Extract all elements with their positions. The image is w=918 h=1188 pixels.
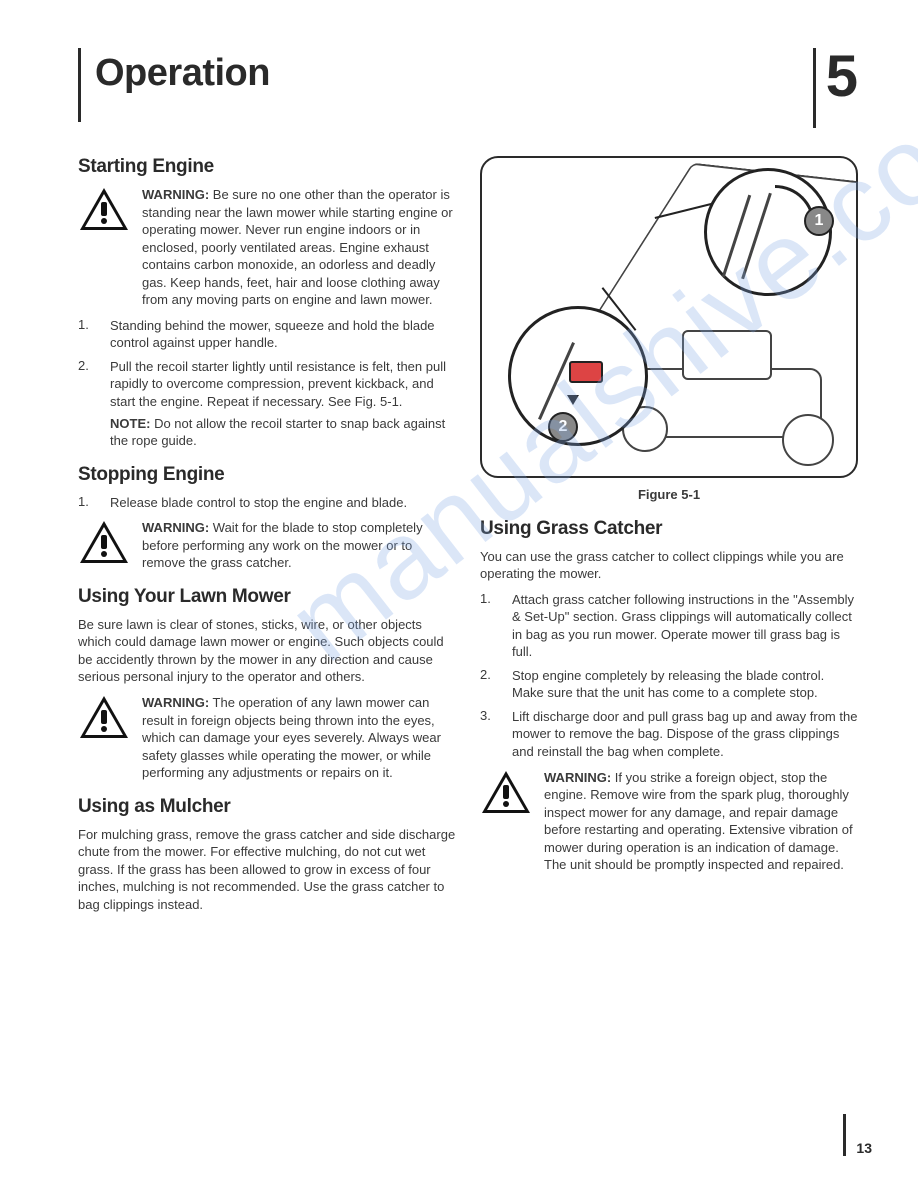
heading-using-mower: Using Your Lawn Mower bbox=[78, 586, 456, 608]
callout-circle-2 bbox=[508, 306, 648, 446]
right-column: 1 2 Figure 5-1 Using Grass Catcher You c… bbox=[480, 156, 858, 922]
warning-icon bbox=[480, 769, 532, 815]
body-grass-catcher: You can use the grass catcher to collect… bbox=[480, 548, 858, 583]
mower-wheel-sketch bbox=[782, 414, 834, 466]
page-number-rule bbox=[843, 1114, 846, 1156]
body-mulcher: For mulching grass, remove the grass cat… bbox=[78, 826, 456, 914]
list-item: Stop engine completely by releasing the … bbox=[480, 667, 858, 702]
callout-number-1: 1 bbox=[804, 206, 834, 236]
heading-mulcher: Using as Mulcher bbox=[78, 796, 456, 818]
warning-icon bbox=[78, 519, 130, 565]
header-rule-left bbox=[78, 48, 81, 122]
step-text: Release blade control to stop the engine… bbox=[110, 494, 407, 512]
note: NOTE: Do not allow the recoil starter to… bbox=[110, 415, 456, 450]
heading-grass-catcher: Using Grass Catcher bbox=[480, 518, 858, 540]
header-rule-right bbox=[813, 48, 816, 128]
warning-label: WARNING: bbox=[142, 187, 209, 202]
step-text: Pull the recoil starter lightly until re… bbox=[110, 358, 456, 411]
note-body: Do not allow the recoil starter to snap … bbox=[110, 416, 445, 449]
detail-key bbox=[569, 361, 603, 383]
mower-engine-sketch bbox=[682, 330, 772, 380]
list-item: Standing behind the mower, squeeze and h… bbox=[78, 317, 456, 352]
warning-starting: WARNING: Be sure no one other than the o… bbox=[78, 186, 456, 309]
warning-text: WARNING: Wait for the blade to stop comp… bbox=[142, 519, 456, 572]
stopping-steps: Release blade control to stop the engine… bbox=[78, 494, 456, 512]
list-item: Lift discharge door and pull grass bag u… bbox=[480, 708, 858, 761]
warning-label: WARNING: bbox=[142, 695, 209, 710]
figure-5-1: 1 2 bbox=[480, 156, 858, 478]
note-label: NOTE: bbox=[110, 416, 150, 431]
step-text: Stop engine completely by releasing the … bbox=[512, 667, 858, 702]
warning-catcher: WARNING: If you strike a foreign object,… bbox=[480, 769, 858, 874]
list-item: Attach grass catcher following instructi… bbox=[480, 591, 858, 661]
warning-label: WARNING: bbox=[142, 520, 209, 535]
warning-icon bbox=[78, 694, 130, 740]
chapter-number: 5 bbox=[826, 48, 858, 106]
step-text: Lift discharge door and pull grass bag u… bbox=[512, 708, 858, 761]
warning-stopping: WARNING: Wait for the blade to stop comp… bbox=[78, 519, 456, 572]
warning-body: Be sure no one other than the operator i… bbox=[142, 187, 453, 307]
heading-starting-engine: Starting Engine bbox=[78, 156, 456, 178]
figure-caption: Figure 5-1 bbox=[480, 486, 858, 504]
step-text: Attach grass catcher following instructi… bbox=[512, 591, 858, 661]
warning-text: WARNING: If you strike a foreign object,… bbox=[544, 769, 858, 874]
warning-text: WARNING: The operation of any lawn mower… bbox=[142, 694, 456, 782]
two-column-layout: Starting Engine WARNING: Be sure no one … bbox=[78, 156, 858, 922]
heading-stopping-engine: Stopping Engine bbox=[78, 464, 456, 486]
chapter-title: Operation bbox=[95, 48, 813, 92]
catcher-steps: Attach grass catcher following instructi… bbox=[480, 591, 858, 761]
chapter-header: Operation 5 bbox=[78, 48, 858, 128]
callout-number-2: 2 bbox=[548, 412, 578, 442]
page-number: 13 bbox=[856, 1140, 872, 1156]
warning-label: WARNING: bbox=[544, 770, 611, 785]
warning-using: WARNING: The operation of any lawn mower… bbox=[78, 694, 456, 782]
page-number-block: 13 bbox=[843, 1114, 872, 1156]
list-item: Release blade control to stop the engine… bbox=[78, 494, 456, 512]
body-using-mower: Be sure lawn is clear of stones, sticks,… bbox=[78, 616, 456, 686]
detail-arrow bbox=[567, 395, 579, 405]
left-column: Starting Engine WARNING: Be sure no one … bbox=[78, 156, 456, 922]
step-text: Standing behind the mower, squeeze and h… bbox=[110, 317, 456, 352]
starting-steps: Standing behind the mower, squeeze and h… bbox=[78, 317, 456, 450]
list-item: Pull the recoil starter lightly until re… bbox=[78, 358, 456, 450]
warning-text: WARNING: Be sure no one other than the o… bbox=[142, 186, 456, 309]
page: Operation 5 Starting Engine WARNING: Be … bbox=[0, 0, 918, 962]
warning-icon bbox=[78, 186, 130, 232]
